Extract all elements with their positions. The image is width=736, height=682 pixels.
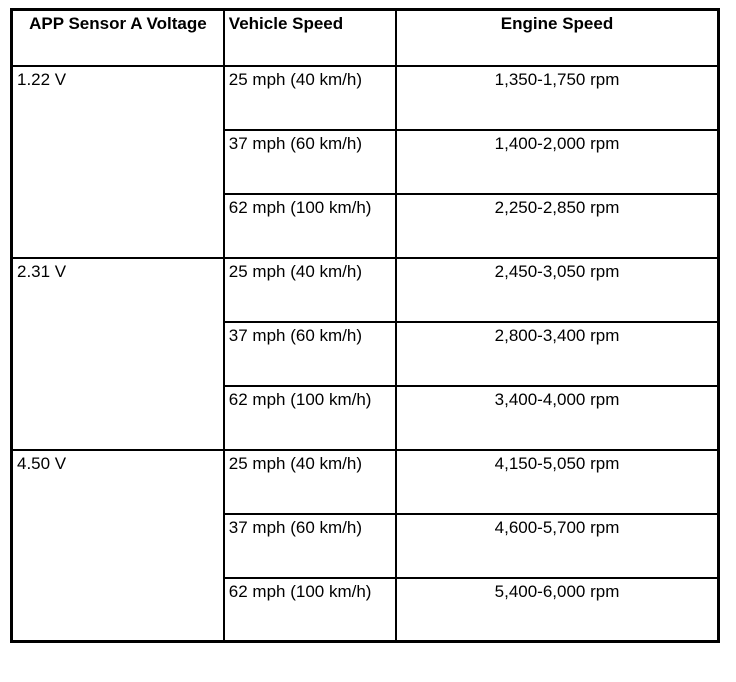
vehicle-speed-cell: 37 mph (60 km/h) bbox=[222, 128, 398, 195]
table-row: 37 mph (60 km/h) 1,400-2,000 rpm bbox=[12, 128, 720, 195]
table-row: 62 mph (100 km/h) 5,400-6,000 rpm bbox=[12, 576, 720, 643]
header-engine-speed: Engine Speed bbox=[395, 8, 720, 67]
engine-speed-cell: 3,400-4,000 rpm bbox=[395, 384, 720, 451]
engine-speed-cell: 5,400-6,000 rpm bbox=[395, 576, 720, 643]
voltage-cell: 2.31 V bbox=[10, 256, 225, 451]
table-row: 2.31 V 25 mph (40 km/h) 2,450-3,050 rpm bbox=[10, 256, 720, 451]
vehicle-speed-cell: 62 mph (100 km/h) bbox=[222, 192, 398, 259]
vehicle-speed-cell: 62 mph (100 km/h) bbox=[222, 384, 398, 451]
engine-speed-cell: 2,450-3,050 rpm bbox=[395, 256, 720, 323]
table-row: 37 mph (60 km/h) 4,600-5,700 rpm bbox=[12, 512, 720, 579]
vehicle-speed-cell: 25 mph (40 km/h) bbox=[222, 448, 398, 515]
header-vehicle-speed: Vehicle Speed bbox=[222, 8, 398, 67]
table-row: 1.22 V 25 mph (40 km/h) 1,350-1,750 rpm bbox=[10, 64, 720, 259]
table-row: 37 mph (60 km/h) 2,800-3,400 rpm bbox=[12, 320, 720, 387]
header-app-sensor-voltage: APP Sensor A Voltage bbox=[10, 8, 225, 67]
vehicle-speed-cell: 25 mph (40 km/h) bbox=[222, 256, 398, 323]
header-row: APP Sensor A Voltage Vehicle Speed Engin… bbox=[10, 8, 720, 67]
table-row: 4.50 V 25 mph (40 km/h) 4,150-5,050 rpm bbox=[10, 448, 720, 643]
vehicle-speed-cell: 25 mph (40 km/h) bbox=[222, 64, 398, 131]
voltage-cell: 4.50 V bbox=[10, 448, 225, 643]
vehicle-speed-cell: 62 mph (100 km/h) bbox=[222, 576, 398, 643]
engine-speed-cell: 4,150-5,050 rpm bbox=[395, 448, 720, 515]
engine-speed-cell: 4,600-5,700 rpm bbox=[395, 512, 720, 579]
engine-speed-cell: 2,250-2,850 rpm bbox=[395, 192, 720, 259]
app-sensor-speed-table: APP Sensor A Voltage Vehicle Speed Engin… bbox=[10, 8, 720, 643]
voltage-cell: 1.22 V bbox=[10, 64, 225, 259]
engine-speed-cell: 2,800-3,400 rpm bbox=[395, 320, 720, 387]
engine-speed-cell: 1,400-2,000 rpm bbox=[395, 128, 720, 195]
engine-speed-cell: 1,350-1,750 rpm bbox=[395, 64, 720, 131]
table-row: 62 mph (100 km/h) 2,250-2,850 rpm bbox=[12, 192, 720, 259]
table-row: 62 mph (100 km/h) 3,400-4,000 rpm bbox=[12, 384, 720, 451]
vehicle-speed-cell: 37 mph (60 km/h) bbox=[222, 320, 398, 387]
vehicle-speed-cell: 37 mph (60 km/h) bbox=[222, 512, 398, 579]
